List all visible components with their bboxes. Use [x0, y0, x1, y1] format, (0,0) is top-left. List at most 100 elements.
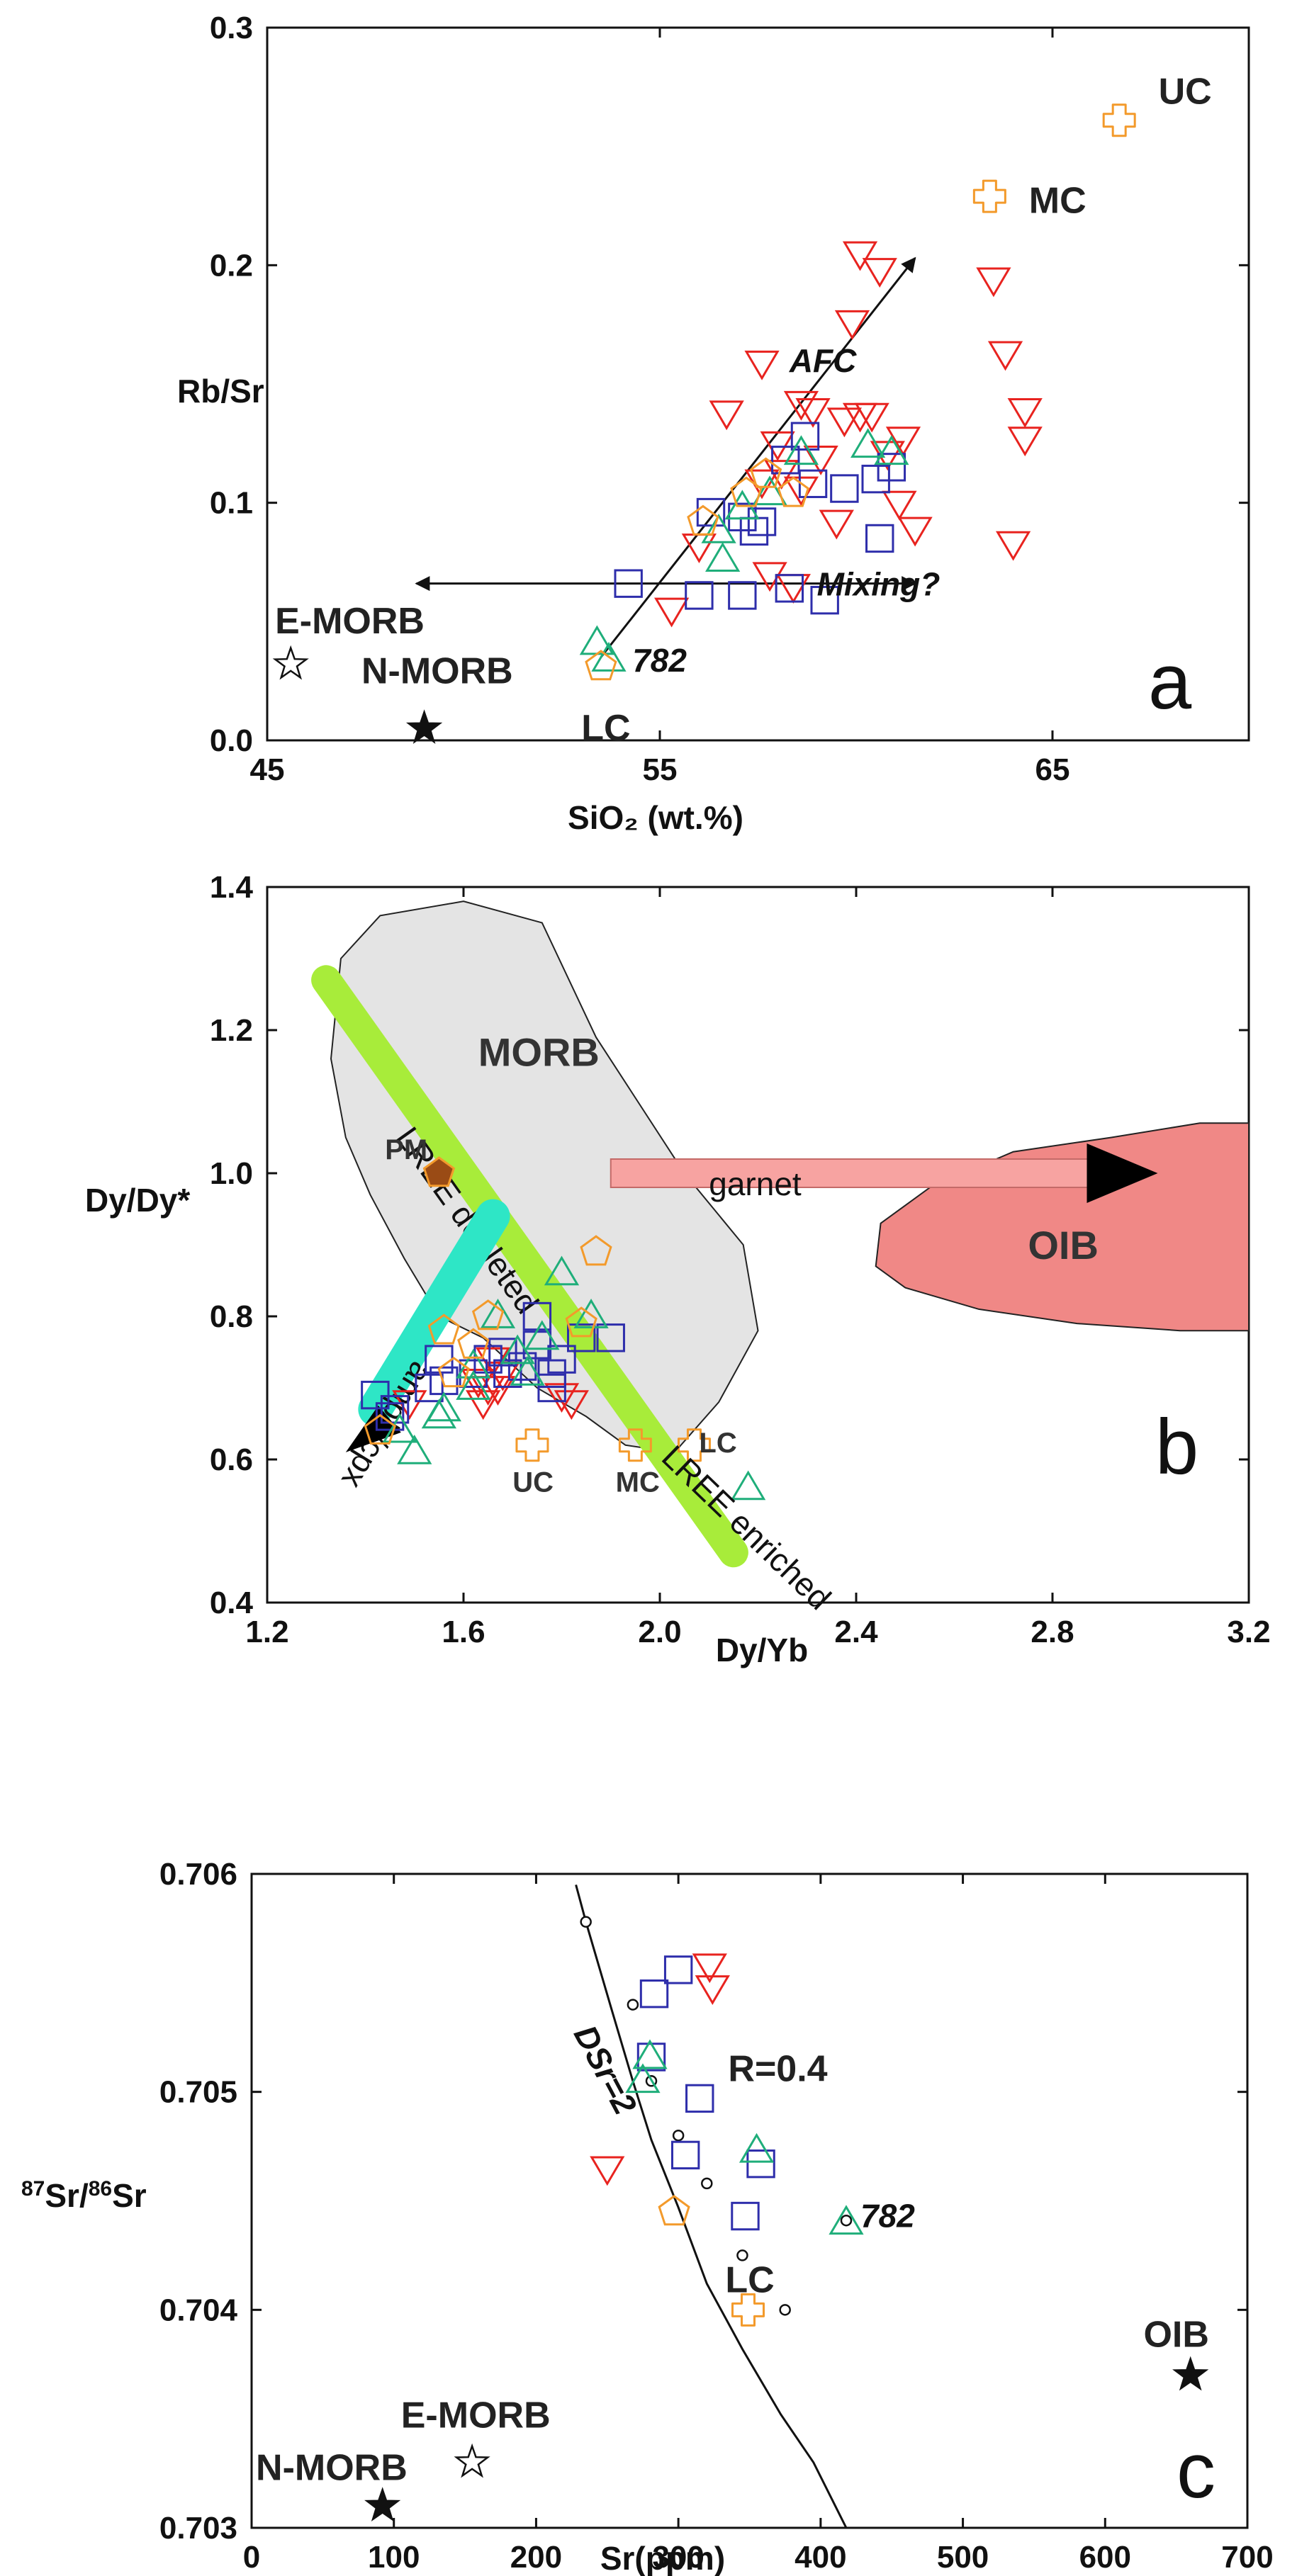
marker-square	[771, 446, 800, 475]
marker-square	[547, 1345, 576, 1374]
marker-triangle-down	[862, 258, 897, 288]
marker-square	[567, 1323, 596, 1352]
x-tick-label: 3.2	[1227, 1615, 1270, 1649]
marker-triangle-up	[456, 1348, 491, 1379]
marker-triangle-down	[1007, 397, 1043, 428]
plot-frame	[250, 1872, 1249, 2529]
label-mc: MC	[1029, 181, 1087, 222]
label-emorb: E-MORB	[275, 601, 425, 642]
marker-pentagon	[730, 476, 763, 507]
marker-triangle-up	[701, 513, 736, 543]
lree-band	[311, 965, 748, 1568]
curve-node	[672, 2129, 685, 2142]
curve-node	[701, 2177, 713, 2190]
marker-square	[810, 585, 839, 615]
marker-triangle-down	[392, 1390, 427, 1420]
label-lc: LC	[581, 708, 630, 749]
x-tick-label: 45	[250, 752, 285, 787]
marker-square	[790, 422, 820, 451]
y-tick-label: 0.1	[210, 486, 253, 521]
marker-cross	[515, 1428, 549, 1462]
x-tick-label: 2.0	[638, 1615, 681, 1649]
marker-square	[775, 574, 804, 603]
marker-square	[639, 1979, 669, 2009]
x-axis-title: Sr(ppm)	[600, 2540, 725, 2576]
marker-star-open	[454, 2443, 490, 2478]
y-axis-title: Rb/Sr	[177, 373, 264, 409]
marker-triangle-down	[897, 516, 933, 547]
x-tick-label: 400	[795, 2540, 846, 2575]
x-tick-label: 2.4	[834, 1615, 878, 1649]
marker-pentagon	[658, 2195, 690, 2226]
panel-b: 1.2 1.6 2.0 2.4 2.8 3.2 0.4 0.6 0.8 1.0 1.2 1.4 Dy/Y…	[85, 870, 1271, 1668]
marker-triangle-up	[850, 428, 886, 458]
label-pm: PM	[385, 1134, 427, 1165]
label-mc: MC	[616, 1467, 660, 1498]
label-782: 782	[860, 2197, 915, 2234]
panel-letter: a	[1148, 638, 1192, 725]
label-lc: LC	[725, 2260, 774, 2301]
marker-square	[746, 2149, 775, 2179]
curve-node	[736, 2249, 748, 2261]
marker-triangle-down	[783, 476, 819, 507]
garnet-arrow-label: garnet	[709, 1165, 802, 1202]
marker-pentagon	[565, 1306, 597, 1338]
label-dsr: DSr=2	[567, 2019, 644, 2120]
y-tick-label: 1.4	[210, 870, 254, 905]
marker-square	[830, 474, 859, 503]
y-tick-label: 0.705	[159, 2075, 237, 2110]
marker-triangle-down	[554, 1390, 589, 1420]
marker-square	[537, 1373, 566, 1403]
marker-triangle-down	[744, 350, 780, 380]
marker-square	[877, 453, 906, 482]
amph-arrow-head	[345, 1405, 401, 1452]
y-tick-label: 0.3	[210, 11, 253, 45]
y-tick-label: 0.704	[159, 2293, 238, 2327]
x-tick-label: 55	[643, 752, 678, 787]
marker-triangle-down	[854, 402, 889, 433]
marker-triangle-up	[591, 642, 627, 672]
label-nmorb: N-MORB	[256, 2447, 408, 2488]
marker-triangle-down	[995, 531, 1031, 561]
y-tick-label: 0.2	[210, 248, 253, 283]
marker-pentagon	[437, 1356, 470, 1388]
marker-triangle-down	[775, 574, 811, 604]
marker-triangle-up	[739, 2132, 775, 2163]
label-nmorb: N-MORB	[361, 651, 513, 692]
marker-triangle-down	[826, 407, 863, 438]
marker-triangle-up	[456, 1370, 491, 1400]
marker-triangle-down	[590, 2156, 625, 2186]
marker-star-filled	[405, 709, 443, 744]
marker-triangle-down	[842, 241, 878, 271]
marker-square	[596, 1323, 625, 1352]
y-axis-title: 87Sr/86Sr	[21, 2177, 147, 2215]
marker-triangle-up	[874, 435, 909, 465]
marker-triangle-up	[783, 435, 819, 465]
label-uc: UC	[512, 1467, 554, 1498]
marker-triangle-down	[987, 341, 1023, 371]
y-tick-label: 0.706	[159, 1857, 237, 1892]
marker-triangle-down	[653, 597, 690, 628]
x-axis-title: Dy/Yb	[716, 1632, 808, 1668]
afc-curve	[575, 1885, 848, 2529]
x-tick-label: 65	[1035, 752, 1070, 787]
x-tick-label: 2.8	[1031, 1615, 1074, 1649]
marker-square	[798, 469, 828, 499]
panel-letter: b	[1155, 1403, 1198, 1491]
marker-square	[747, 507, 777, 536]
amph-band	[358, 1199, 510, 1427]
marker-triangle-up	[731, 1470, 766, 1501]
y-tick-label: 1.0	[210, 1156, 253, 1191]
marker-triangle-up	[632, 2039, 668, 2069]
curve-node	[580, 1916, 592, 1928]
marker-triangle-down	[709, 400, 744, 431]
marker-pentagon	[364, 1413, 396, 1445]
label-lree-enriched: LREE enriched	[655, 1438, 838, 1617]
marker-pentagon	[777, 476, 810, 507]
marker-star-filled	[364, 2487, 401, 2521]
y-tick-label: 0.703	[159, 2511, 237, 2546]
panel-c: 0 100 200 300 400 500 600 700 0.703 0.704 0.705 0.7…	[21, 1857, 1274, 2576]
marker-triangle-down	[819, 509, 854, 540]
panel-letter: c	[1177, 2427, 1215, 2514]
marker-pentagon	[457, 1328, 490, 1359]
